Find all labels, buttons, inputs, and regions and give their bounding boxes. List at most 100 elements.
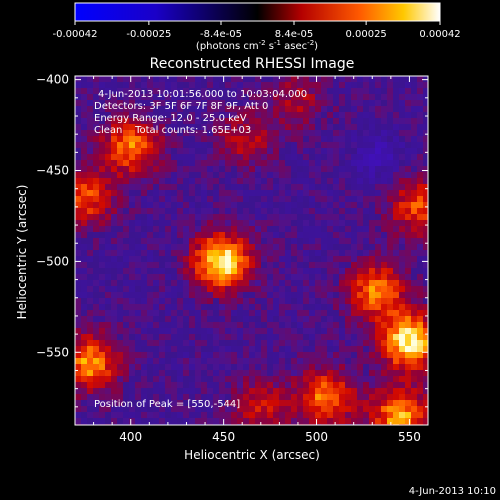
heatmap-cell: [399, 316, 405, 322]
heatmap-cell: [171, 304, 177, 310]
heatmap-cell: [327, 382, 333, 388]
heatmap-cell: [159, 88, 165, 94]
heatmap-cell: [243, 388, 249, 394]
heatmap-cell: [423, 220, 428, 226]
heatmap-cell: [381, 124, 387, 130]
heatmap-cell: [369, 286, 375, 292]
heatmap-cell: [123, 196, 129, 202]
heatmap-cell: [207, 238, 213, 244]
heatmap-cell: [111, 220, 117, 226]
heatmap-cell: [369, 334, 375, 340]
heatmap-cell: [213, 412, 219, 418]
heatmap-cell: [225, 340, 231, 346]
peak-position-annotation: Position of Peak = [550,-544]: [94, 399, 240, 410]
heatmap-cell: [243, 286, 249, 292]
heatmap-cell: [369, 214, 375, 220]
heatmap-cell: [261, 286, 267, 292]
heatmap-cell: [309, 334, 315, 340]
heatmap-cell: [285, 370, 291, 376]
heatmap-cell: [231, 256, 237, 262]
heatmap-cell: [291, 82, 297, 88]
heatmap-cell: [177, 418, 183, 424]
heatmap-cell: [279, 208, 285, 214]
heatmap-cell: [213, 310, 219, 316]
heatmap-cell: [255, 124, 261, 130]
heatmap-cell: [213, 406, 219, 412]
heatmap-cell: [123, 304, 129, 310]
heatmap-cell: [345, 172, 351, 178]
heatmap-cell: [87, 382, 93, 388]
heatmap-cell: [141, 406, 147, 412]
heatmap-cell: [303, 262, 309, 268]
heatmap-cell: [141, 112, 147, 118]
heatmap-cell: [405, 256, 411, 262]
heatmap-cell: [123, 382, 129, 388]
heatmap-cell: [231, 214, 237, 220]
heatmap-cell: [369, 340, 375, 346]
heatmap-cell: [177, 226, 183, 232]
heatmap-cell: [279, 268, 285, 274]
heatmap-cell: [135, 238, 141, 244]
heatmap-cell: [375, 232, 381, 238]
heatmap-cell: [153, 154, 159, 160]
heatmap-cell: [207, 358, 213, 364]
heatmap-cell: [105, 364, 111, 370]
heatmap-cell: [231, 274, 237, 280]
heatmap-cell: [309, 208, 315, 214]
heatmap-cell: [399, 310, 405, 316]
heatmap-cell: [213, 298, 219, 304]
y-axis-label: Heliocentric Y (arcsec): [15, 185, 29, 320]
heatmap-cell: [327, 406, 333, 412]
heatmap-cell: [153, 370, 159, 376]
heatmap-cell: [201, 136, 207, 142]
heatmap-cell: [171, 388, 177, 394]
heatmap-cell: [231, 112, 237, 118]
heatmap-cell: [207, 184, 213, 190]
heatmap-cell: [285, 382, 291, 388]
heatmap-cell: [195, 280, 201, 286]
heatmap-cell: [87, 94, 93, 100]
heatmap-cell: [315, 370, 321, 376]
heatmap-cell: [189, 232, 195, 238]
heatmap-cell: [339, 154, 345, 160]
heatmap-cell: [213, 124, 219, 130]
heatmap-cell: [417, 310, 423, 316]
heatmap-cell: [105, 274, 111, 280]
heatmap-cell: [189, 160, 195, 166]
heatmap-cell: [147, 124, 153, 130]
heatmap-cell: [273, 172, 279, 178]
heatmap-cell: [267, 76, 273, 82]
x-tick-label: 400: [119, 430, 142, 444]
heatmap-cell: [153, 400, 159, 406]
heatmap-cell: [273, 364, 279, 370]
heatmap-cell: [159, 148, 165, 154]
heatmap-cell: [225, 280, 231, 286]
heatmap-cell: [183, 238, 189, 244]
heatmap-cell: [411, 370, 417, 376]
heatmap-cell: [321, 280, 327, 286]
heatmap-cell: [309, 214, 315, 220]
heatmap-cell: [321, 178, 327, 184]
heatmap-cell: [405, 376, 411, 382]
heatmap-cell: [399, 202, 405, 208]
heatmap-cell: [177, 376, 183, 382]
heatmap-cell: [273, 382, 279, 388]
heatmap-cell: [93, 304, 99, 310]
heatmap-cell: [81, 226, 87, 232]
heatmap-cell: [171, 214, 177, 220]
heatmap-cell: [327, 376, 333, 382]
heatmap-cell: [165, 388, 171, 394]
heatmap-cell: [87, 310, 93, 316]
heatmap-cell: [117, 274, 123, 280]
heatmap-cell: [141, 106, 147, 112]
heatmap-cell: [135, 166, 141, 172]
heatmap-cell: [111, 364, 117, 370]
heatmap-cell: [369, 358, 375, 364]
heatmap-cell: [129, 364, 135, 370]
heatmap-cell: [213, 208, 219, 214]
heatmap-cell: [399, 214, 405, 220]
heatmap-cell: [333, 196, 339, 202]
heatmap-cell: [297, 76, 303, 82]
heatmap-cell: [327, 142, 333, 148]
heatmap-cell: [171, 208, 177, 214]
